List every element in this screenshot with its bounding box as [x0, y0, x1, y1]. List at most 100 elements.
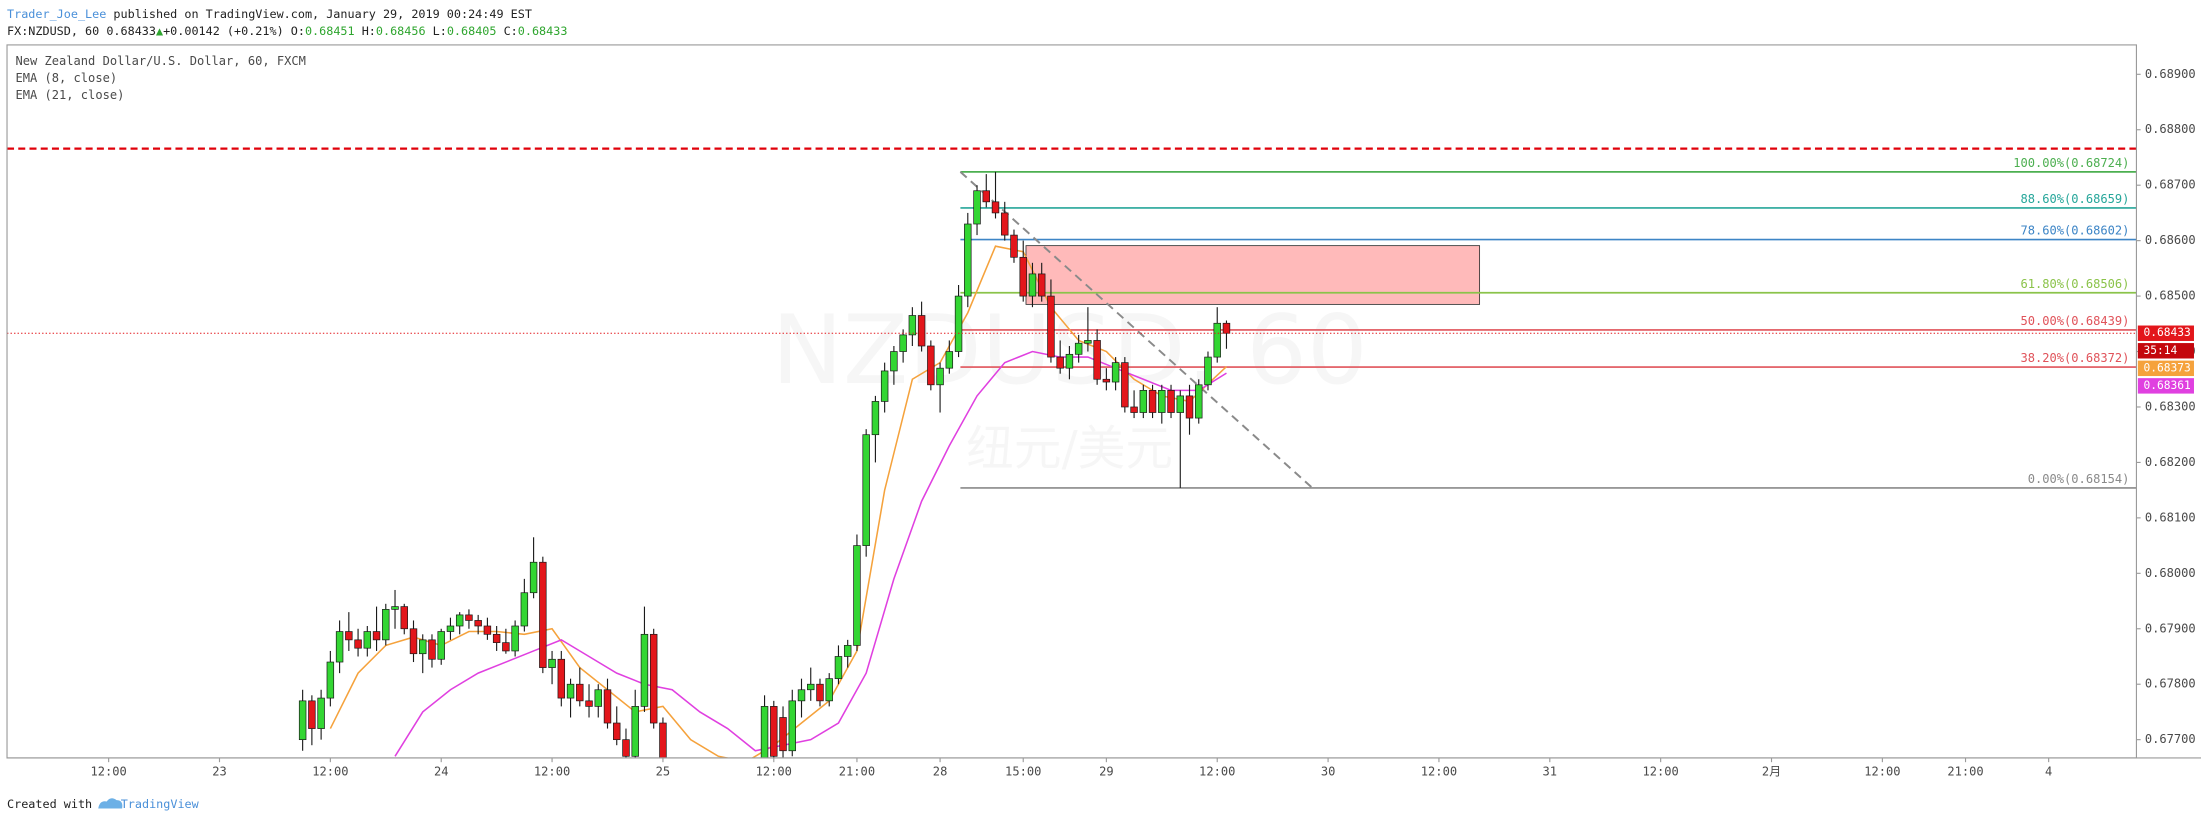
candle-body	[899, 334, 907, 352]
candle-body	[1158, 389, 1166, 413]
candle-body	[1028, 273, 1037, 297]
candle-body	[659, 722, 667, 758]
candle-body	[363, 631, 372, 649]
high-label: H:	[362, 23, 376, 37]
fib-label: 50.00%(0.68439)	[2020, 314, 2129, 328]
y-tick-label: 0.67700	[2145, 732, 2196, 746]
fib-label: 0.00%(0.68154)	[2028, 472, 2130, 486]
candle-body	[1074, 342, 1083, 355]
candle-body	[631, 706, 639, 757]
candle-body	[511, 625, 519, 652]
footer-text: Created with	[7, 797, 92, 811]
candle-body	[622, 739, 630, 757]
candle-body	[788, 700, 796, 752]
candle-body	[354, 639, 362, 649]
candle-body	[982, 190, 990, 203]
trend-line	[959, 171, 1314, 489]
candle-body	[594, 689, 602, 707]
candle-body	[326, 661, 335, 699]
candle-body	[308, 700, 316, 729]
candle-body	[964, 223, 972, 297]
x-tick-label: 12:00	[1421, 764, 1457, 778]
candle-body	[446, 625, 455, 632]
candle-body	[603, 689, 612, 724]
y-tick-label: 0.68200	[2145, 455, 2196, 469]
candle-body	[1065, 353, 1074, 369]
candle-body	[345, 631, 353, 641]
candle-body	[917, 315, 926, 347]
x-tick-label: 12:00	[90, 764, 126, 778]
price-tag	[2137, 378, 2194, 394]
zone	[1025, 245, 1481, 305]
footer-brand[interactable]: TradingView	[121, 797, 200, 811]
x-tick-label: 4	[2045, 764, 2052, 778]
legend-entry: New Zealand Dollar/U.S. Dollar, 60, FXCM	[15, 54, 306, 68]
change-arrow: ▲	[156, 23, 164, 37]
x-tick-label: 12:00	[1643, 764, 1679, 778]
x-tick-label: 15:00	[1005, 764, 1041, 778]
quote-line: FX:NZDUSD, 60 0.68433▲+0.00142 (+0.21%) …	[7, 23, 567, 37]
plot-area: 100.00%(0.68724) 88.60%(0.68659) 78.60%(0.…	[7, 147, 2137, 758]
candle-body	[520, 592, 529, 627]
fib-label: 100.00%(0.68724)	[2013, 156, 2129, 170]
candle-body	[1056, 356, 1064, 369]
x-tick-label: 24	[434, 764, 449, 778]
candle-body	[807, 683, 815, 691]
candle-body	[1093, 340, 1101, 380]
candle-body	[483, 625, 492, 635]
price-tag-label: 0.68433	[2143, 326, 2190, 339]
candle-body	[770, 706, 778, 757]
candle-body	[1084, 340, 1092, 344]
candle-body	[585, 700, 593, 707]
ema-line	[394, 350, 1227, 757]
candle-body	[409, 628, 418, 655]
footer-logo	[98, 798, 123, 809]
candle-body	[779, 717, 787, 752]
watermark-sub: 纽元/美元	[966, 422, 1173, 477]
candle-body	[760, 706, 769, 758]
x-tick-label: 25	[656, 764, 671, 778]
y-tick-label: 0.68700	[2145, 178, 2196, 192]
author[interactable]: Trader_Joe_Lee	[7, 7, 106, 21]
candle-body	[1204, 356, 1212, 386]
candle-body	[825, 678, 833, 702]
candle-body	[539, 561, 547, 668]
candle-body	[566, 683, 575, 699]
candle-body	[335, 631, 344, 663]
candle-body	[843, 645, 852, 657]
candle-body	[649, 633, 658, 724]
x-tick-label: 12:00	[756, 764, 792, 778]
x-tick-label: 12:00	[1199, 764, 1235, 778]
open-label: O:	[291, 23, 305, 37]
low-value: 0.68405	[447, 23, 497, 37]
y-tick-label: 0.68900	[2145, 67, 2196, 81]
price-tag	[2137, 360, 2194, 377]
candle-body	[927, 345, 935, 386]
candle-body	[372, 631, 381, 641]
candle-body	[1130, 406, 1138, 413]
header-line: Trader_Joe_Lee published on TradingView.…	[7, 7, 532, 21]
change: +0.00142 (+0.21%)	[163, 23, 284, 37]
x-tick-label: 2月	[1762, 764, 1781, 778]
candle-body	[973, 190, 981, 225]
candle-body	[1102, 378, 1111, 383]
published: published on TradingView.com, January 29…	[113, 7, 531, 21]
candle-body	[428, 639, 436, 660]
candle-body	[557, 658, 566, 699]
candle-body	[1001, 212, 1009, 236]
candle-body	[834, 656, 843, 680]
candle-body	[1195, 384, 1203, 419]
y-tick-label: 0.68800	[2145, 122, 2196, 136]
y-tick-label: 0.68000	[2145, 566, 2196, 580]
x-tick-label: 23	[212, 764, 227, 778]
candle-body	[816, 683, 824, 702]
candle-body	[1185, 395, 1194, 419]
x-tick-label: 31	[1543, 764, 1558, 778]
candle-body	[455, 614, 464, 627]
candle-body	[640, 633, 649, 707]
candle-body	[797, 689, 806, 702]
candle-body	[613, 722, 621, 741]
candle-body	[1176, 395, 1184, 413]
candle-body	[548, 658, 556, 668]
